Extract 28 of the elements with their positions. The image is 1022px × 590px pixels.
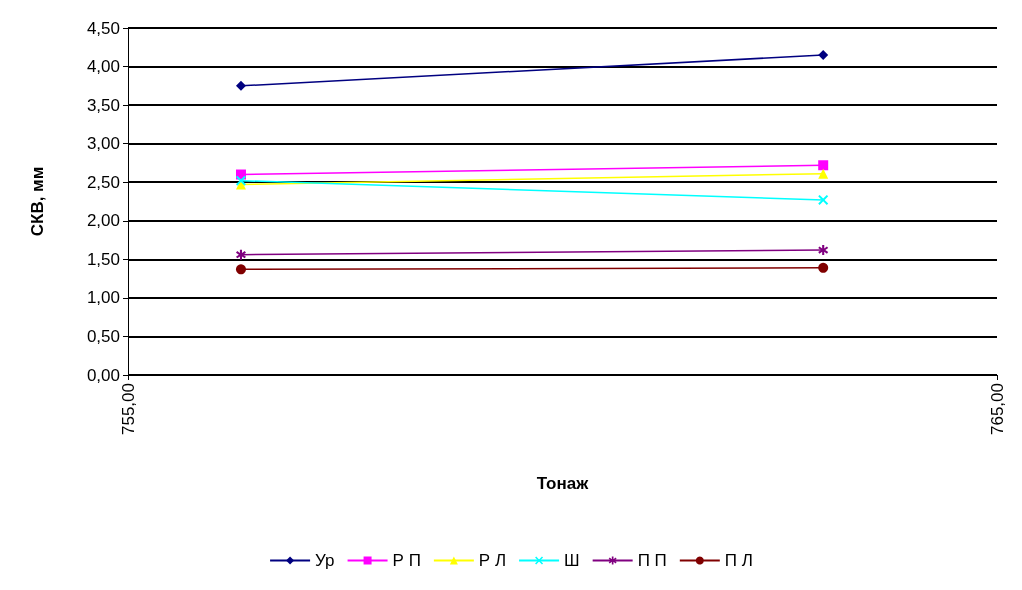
- point: [235, 249, 246, 260]
- legend-label: Р П: [392, 551, 421, 570]
- legend-label: Ш: [564, 551, 580, 570]
- legend-label: П Л: [724, 551, 753, 570]
- legend-label: П П: [637, 551, 667, 570]
- legend-label: Р Л: [478, 551, 507, 570]
- y-tick-label: 2,50: [86, 172, 120, 192]
- y-tick-label: 0,50: [86, 326, 120, 346]
- x-axis-title: Тонаж: [536, 474, 590, 493]
- y-tick-label: 4,00: [86, 57, 120, 77]
- y-tick-label: 4,50: [86, 18, 120, 38]
- x-tick-label: 755,00: [118, 383, 138, 435]
- x-tick-label: 765,00: [987, 383, 1007, 435]
- point: [818, 245, 829, 256]
- point: [235, 80, 246, 91]
- y-tick-label: 3,00: [86, 134, 120, 154]
- legend-label: Ур: [315, 551, 335, 570]
- y-tick-label: 3,50: [86, 95, 120, 115]
- point: [818, 262, 829, 273]
- y-tick-label: 0,00: [86, 365, 120, 385]
- y-tick-label: 1,50: [86, 249, 120, 269]
- point: [818, 194, 829, 205]
- y-axis-title: СКВ, мм: [28, 166, 47, 237]
- y-tick-label: 2,00: [86, 211, 120, 231]
- point: [235, 264, 246, 275]
- y-tick-label: 1,00: [86, 288, 120, 308]
- point: [818, 160, 829, 171]
- point: [818, 49, 829, 60]
